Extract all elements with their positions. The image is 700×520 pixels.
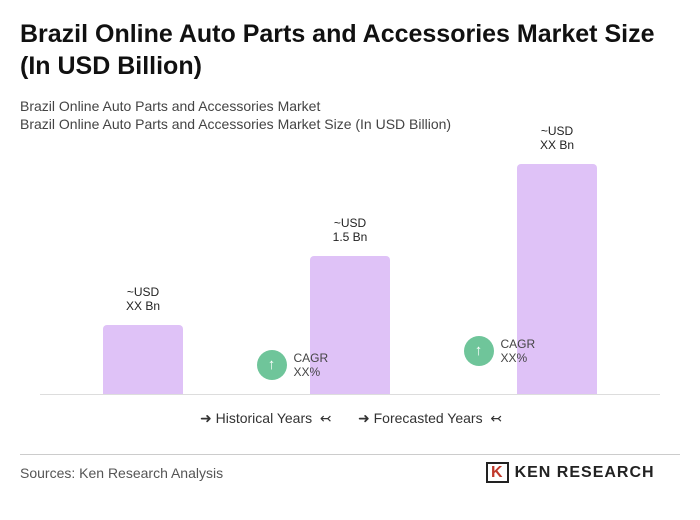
subtitle: Brazil Online Auto Parts and Accessories… (20, 116, 452, 132)
logo: K KEN RESEARCH (486, 462, 655, 483)
value-label: ~USD XX Bn (539, 124, 575, 152)
baseline (40, 394, 660, 395)
logo-text: KEN RESEARCH (514, 464, 655, 481)
legend-label: Forecasted Years (373, 410, 483, 426)
legend-item: ➜ Historical Years ↢ (200, 410, 332, 426)
value-label: ~USD XX Bn (125, 285, 161, 313)
cagr-label: CAGR XX% (293, 351, 329, 379)
chart-title: Brazil Online Auto Parts and Accessories… (20, 20, 655, 80)
subtitle: Brazil Online Auto Parts and Accessories… (20, 98, 321, 114)
cagr-label: CAGR XX% (500, 337, 536, 365)
bar (517, 164, 597, 394)
legend-label: Historical Years (215, 410, 313, 426)
cagr-icon: ↑ (463, 336, 494, 366)
source: Sources: Ken Research Analysis (20, 465, 224, 481)
value-label: ~USD 1.5 Bn (332, 216, 368, 244)
bar (103, 325, 183, 394)
bar (310, 256, 390, 394)
separator (20, 454, 680, 455)
cagr-icon: ↑ (256, 350, 287, 380)
legend-item: ➜ Forecasted Years ↢ (358, 410, 503, 426)
